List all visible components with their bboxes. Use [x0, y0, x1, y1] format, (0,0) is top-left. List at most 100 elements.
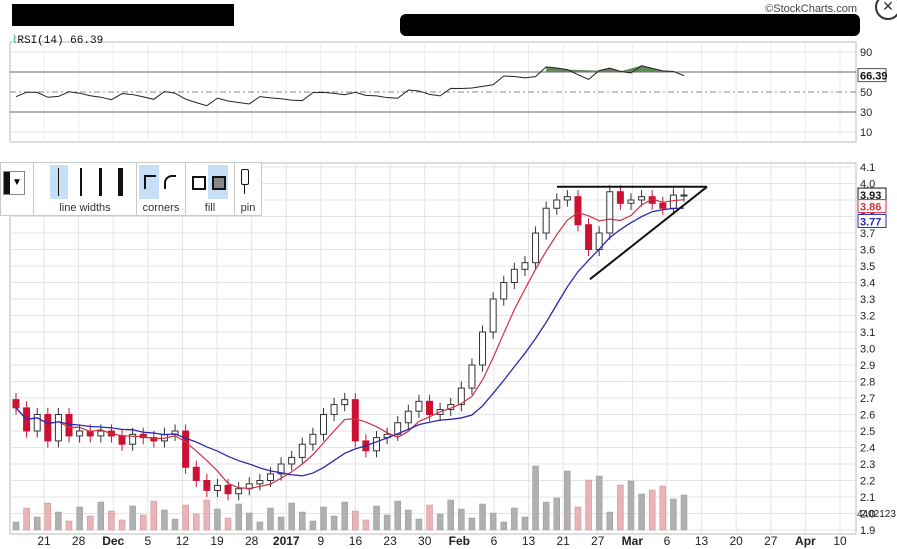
candle-body [479, 331, 487, 366]
corner-square-icon [144, 175, 156, 189]
candle-body [203, 480, 211, 491]
fill-solid-button[interactable] [208, 165, 228, 199]
corners-group: corners [137, 163, 186, 215]
y-tick-label: 2.7 [860, 393, 875, 405]
y-tick-label: 3.3 [860, 294, 875, 306]
candle-body [373, 437, 381, 452]
x-tick-label: Feb [449, 534, 470, 548]
ma-slow-line [15, 207, 685, 477]
volume-bar [86, 515, 94, 531]
x-tick-label: 19 [210, 534, 224, 548]
candle-body [86, 430, 94, 437]
candle-body [563, 196, 571, 201]
symbol-redaction [12, 4, 234, 26]
ma-slow-value-tag-box [857, 213, 887, 228]
color-dropdown-group: ▼ [1, 163, 34, 215]
line-width-1-icon [58, 168, 59, 196]
candle-body [510, 268, 518, 283]
candle-body [224, 484, 232, 495]
y-tick-label: 4.1 [860, 162, 875, 174]
line-width-4-button[interactable] [112, 165, 130, 199]
candle-body [76, 430, 84, 437]
volume-bar [171, 518, 179, 531]
close-icon[interactable]: ✕ [875, 0, 897, 20]
volume-bar [193, 513, 200, 531]
line-width-2-icon [80, 168, 82, 196]
candle-body [415, 400, 423, 412]
candle-body [616, 191, 624, 204]
volume-bar [648, 489, 656, 531]
candle-body [532, 232, 540, 264]
volume-bar [214, 508, 221, 531]
line-width-3-icon [99, 168, 102, 196]
line-widths-label: line widths [59, 202, 111, 214]
volume-bar [23, 507, 30, 531]
volume-bar [468, 517, 476, 531]
candle-body [54, 414, 62, 442]
rsi-value-tag: 66.39 [860, 71, 888, 83]
fill-solid-icon [212, 176, 226, 190]
y-tick-label: 3.4 [860, 278, 875, 290]
rsi-indicator-icon: ⌇ [12, 35, 18, 47]
volume-bar [617, 484, 624, 531]
line-width-2-button[interactable] [72, 165, 90, 199]
line-width-1-button[interactable] [50, 165, 68, 199]
candle-body [468, 364, 476, 389]
volume-bar [352, 510, 359, 531]
candle-body [256, 480, 264, 485]
rsi-tick-label: 50 [860, 87, 872, 99]
volume-bar [659, 485, 667, 531]
volume-bar [309, 520, 317, 531]
support-trendline [589, 186, 708, 280]
y-tick-label: 3.5 [860, 261, 875, 273]
candle-body [97, 430, 105, 437]
x-tick-label: 5 [144, 534, 151, 548]
fill-none-button[interactable] [188, 165, 208, 199]
x-tick-label: 16 [349, 534, 363, 548]
corner-round-button[interactable] [159, 165, 179, 199]
candle-body [319, 414, 327, 435]
volume-bar [426, 504, 433, 531]
volume-bar [627, 480, 635, 531]
volume-bar [267, 507, 274, 531]
x-tick-label: 23 [383, 534, 397, 548]
candle-body [44, 414, 52, 442]
close-value-tag: 3.93 [860, 190, 881, 202]
candle-body [489, 298, 497, 333]
candle-body [65, 414, 73, 437]
candle-body [426, 400, 434, 415]
pin-icon [241, 169, 249, 185]
volume-bar [288, 502, 295, 531]
candle-body [235, 488, 243, 495]
x-tick-label: 28 [72, 534, 86, 548]
volume-bar [362, 519, 370, 531]
pin-needle [244, 184, 245, 194]
volume-bar [108, 510, 115, 531]
candle-body [680, 194, 688, 197]
volume-bar [606, 511, 614, 531]
volume-bar [458, 508, 465, 531]
candle-body [192, 466, 200, 481]
volume-bar [224, 517, 232, 531]
candle-body [606, 191, 614, 234]
volume-bar [277, 516, 285, 531]
line-width-3-button[interactable] [92, 165, 110, 199]
ma-fast-line [15, 198, 685, 490]
volume-bar [564, 470, 571, 531]
chevron-down-icon: ▼ [12, 177, 22, 188]
y-tick-label: 2.6 [860, 410, 875, 422]
volume-bar [383, 514, 391, 531]
volume-bar [299, 511, 306, 531]
x-tick-label: 2017 [273, 534, 300, 548]
y-tick-label: 2.5 [860, 426, 875, 438]
candle-body [288, 456, 296, 465]
color-dropdown[interactable]: ▼ [3, 171, 25, 195]
corner-square-button[interactable] [139, 165, 159, 199]
volume-bar [246, 512, 253, 531]
volume-bar [500, 521, 507, 531]
x-tick-label: 6 [664, 534, 671, 548]
color-swatch [4, 172, 10, 194]
x-tick-label: 28 [245, 534, 259, 548]
pin-button[interactable] [237, 165, 253, 199]
volume-bar [532, 465, 539, 531]
